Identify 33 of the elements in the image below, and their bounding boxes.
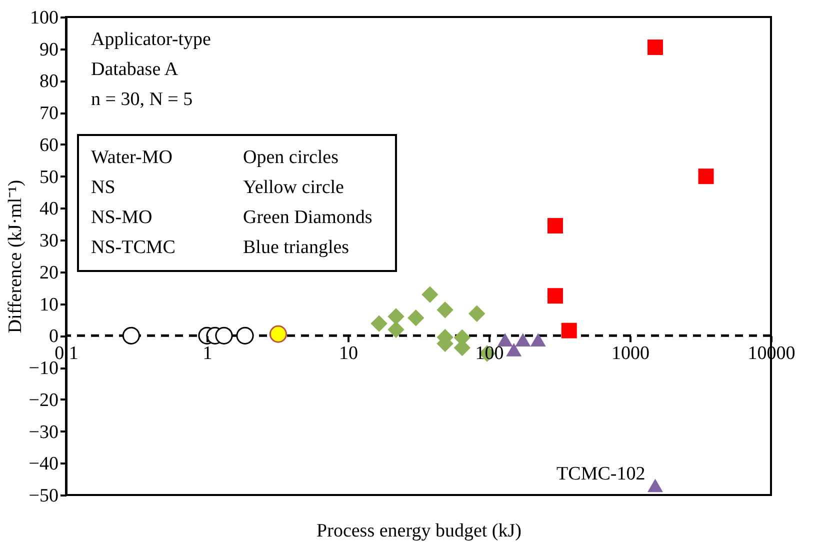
x-axis-title: Process energy budget (kJ) — [316, 520, 522, 542]
annotation: n = 30, N = 5 — [91, 89, 193, 110]
annotation: TCMC-102 — [556, 463, 646, 484]
y-tick-label: −10 — [28, 358, 58, 380]
y-tick-label: −40 — [28, 454, 58, 475]
y-tick-label: −20 — [28, 390, 58, 411]
annotation: NS-TCMC — [91, 237, 176, 258]
y-tick-label: 40 — [40, 198, 58, 220]
y-tick-label: −50 — [28, 486, 58, 506]
y-tick-label: 20 — [40, 262, 58, 284]
y-tick-label: 60 — [40, 134, 58, 156]
y-tick-label: 70 — [40, 103, 58, 124]
y-tick-label: 0 — [49, 326, 58, 348]
y-tick-label: 50 — [40, 166, 58, 188]
annotation: NS-MO — [91, 207, 152, 228]
annotation: NS — [91, 177, 116, 198]
annotation: Blue triangles — [243, 237, 350, 258]
annotation: Database A — [91, 59, 178, 80]
x-tick-label: 1 — [202, 343, 212, 364]
annotation: Applicator-type — [91, 29, 211, 50]
y-tick-label: −30 — [28, 422, 58, 443]
annotation: Open circles — [243, 147, 338, 168]
y-tick-label: 30 — [40, 230, 58, 252]
y-tick-label: 10 — [40, 294, 58, 316]
y-tick-label: 90 — [40, 39, 58, 60]
annotation: Green Diamonds — [243, 207, 372, 228]
annotation: Yellow circle — [243, 177, 344, 198]
x-tick-label: 1000 — [612, 343, 650, 364]
y-tick-label: 100 — [30, 8, 58, 28]
y-axis-title: Difference (kJ·ml⁻¹) — [4, 180, 26, 334]
x-tick-label: 10 — [339, 343, 358, 364]
annotation: Water-MO — [91, 147, 172, 168]
y-tick-label: 80 — [40, 71, 58, 92]
